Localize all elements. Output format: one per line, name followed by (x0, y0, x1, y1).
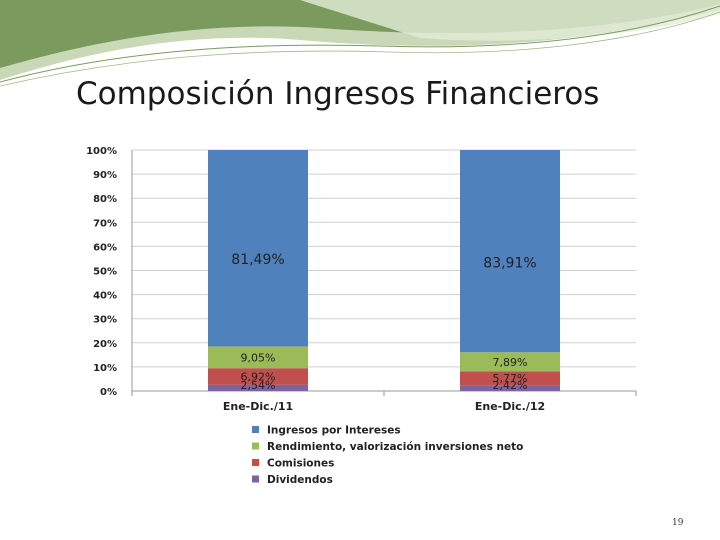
category-labels: Ene-Dic./11 Ene-Dic./12 (223, 400, 545, 413)
bar-segment (460, 352, 560, 372)
data-label: 81,49% (231, 252, 284, 268)
grid-lines (132, 149, 636, 368)
data-label: 2,54% (241, 379, 276, 392)
bar-segment (460, 385, 560, 391)
y-tick-label: 60% (93, 242, 117, 253)
bar-segment (208, 150, 308, 347)
data-label: 7,89% (493, 356, 528, 369)
legend-label: Rendimiento, valorización inversiones ne… (267, 441, 523, 453)
data-labels: 2,54%6,92% 9,05% 81,49% 2,42%5,77% 7,89% 83,9… (231, 252, 536, 392)
data-label: 83,91% (483, 255, 536, 271)
legend-swatch (252, 475, 259, 483)
data-label: 9,05% (241, 351, 276, 364)
axes (131, 150, 637, 396)
legend-swatch (252, 426, 259, 433)
y-tick-label: 0% (100, 387, 117, 398)
slide-title: Composición Ingresos Financieros (76, 76, 600, 112)
bar-segment (460, 371, 560, 386)
bar-segment (208, 384, 308, 391)
category-label: Ene-Dic./11 (223, 400, 293, 413)
category-label: Ene-Dic./12 (475, 400, 545, 413)
bar-segment (460, 150, 560, 353)
y-tick-label: 20% (93, 339, 117, 350)
data-label: 2,42% (493, 379, 528, 392)
bars (208, 150, 560, 391)
y-tick-label: 90% (93, 170, 117, 181)
legend-label: Comisiones (267, 458, 334, 470)
legend-label: Dividendos (267, 474, 333, 486)
bar-segment (208, 368, 308, 385)
legend-label: Ingresos por Intereses (267, 425, 401, 437)
y-tick-label: 50% (93, 267, 117, 278)
header-decoration (0, 0, 720, 87)
y-tick-label: 10% (93, 363, 117, 374)
y-tick-label: 100% (86, 146, 117, 157)
y-tick-label: 80% (93, 194, 117, 205)
data-label: 6,92% (241, 371, 276, 384)
y-tick-label: 40% (93, 291, 117, 302)
y-tick-label: 30% (93, 315, 117, 326)
legend-swatch (252, 459, 259, 466)
y-axis-ticks: 0% 10% 20% 30% 40% 50% 60% 70% 80% 90% 100% (86, 146, 117, 398)
legend-swatch (252, 442, 259, 450)
y-tick-label: 70% (93, 218, 117, 229)
legend: Ingresos por Intereses Rendimiento, valor… (252, 425, 523, 486)
bar-segment (208, 346, 308, 369)
slide-number: 19 (672, 518, 684, 528)
data-label: 5,77% (493, 372, 528, 385)
